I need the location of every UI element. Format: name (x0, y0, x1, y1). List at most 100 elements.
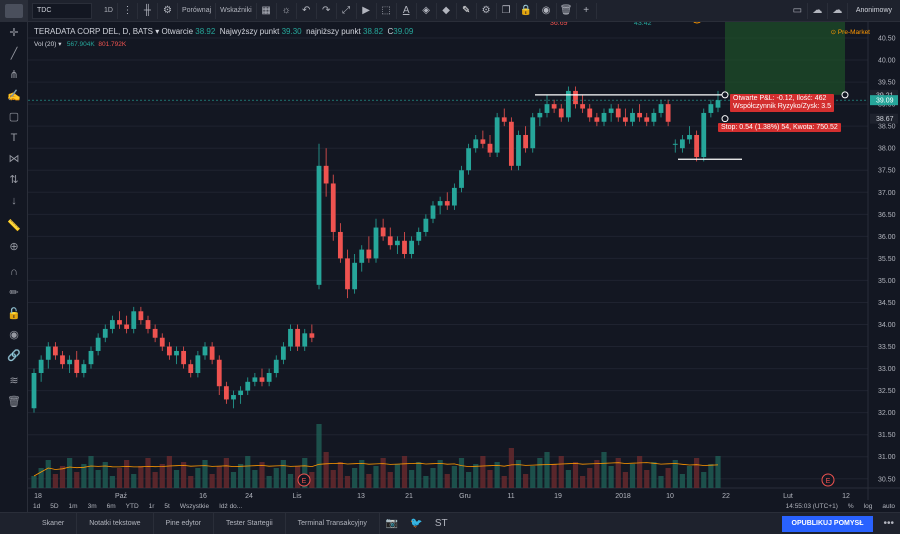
projection-icon[interactable]: ⇅ (9, 174, 19, 186)
range-1[interactable]: 5D (50, 502, 59, 510)
candle-body (380, 227, 386, 237)
volume-bar (337, 462, 343, 488)
bottom-tab-1[interactable]: Notatki tekstowe (77, 512, 154, 534)
symbol-title[interactable]: TERADATA CORP DEL, D, BATS (34, 27, 153, 36)
stay-drawing-icon[interactable]: ✏ (9, 287, 19, 299)
undo-icon[interactable]: ↶ (297, 2, 317, 19)
stocktwits-icon[interactable]: ST (434, 518, 448, 529)
eye-icon[interactable]: ◉ (537, 2, 557, 19)
symbol-input[interactable] (32, 2, 92, 19)
publish-idea-button[interactable]: OPUBLIKUJ POMYSŁ (781, 515, 874, 532)
text-color-icon[interactable]: A (397, 2, 417, 19)
bg-color-icon[interactable]: ◆ (437, 2, 457, 19)
layout-icon[interactable]: ▭ (788, 2, 808, 19)
layers-icon[interactable]: ≋ (9, 375, 19, 387)
user-name[interactable]: Anonimowy (855, 7, 892, 14)
bottom-tab-2[interactable]: Pine edytor (154, 512, 214, 534)
candle-body (181, 350, 187, 365)
premarket-badge[interactable]: ⊙ Pre-Market (831, 28, 870, 36)
rectangle-icon[interactable]: ▢ (8, 111, 20, 123)
volume-bar (501, 476, 507, 488)
range-8[interactable]: Wszystkie (179, 502, 210, 510)
earnings-label: E (302, 478, 307, 485)
lock-icon[interactable]: 🔒 (517, 2, 537, 19)
brush-icon[interactable]: ✍ (7, 90, 21, 102)
cloud-icon[interactable]: ☁ (808, 2, 828, 19)
pattern-icon[interactable]: ⋈ (8, 153, 20, 165)
stop-tag[interactable]: Stop: 0.54 (1.38%) 54, Kwota: 750.52 (718, 123, 841, 132)
lock-drawings-icon[interactable]: 🔓 (7, 308, 21, 320)
earnings-label: E (826, 478, 831, 485)
plus-icon[interactable]: + (577, 2, 597, 19)
candle-body (195, 355, 201, 373)
bottom-tab-4[interactable]: Terminal Transakcyjny (286, 512, 380, 534)
chart-canvas[interactable]: 40.5040.0039.5039.0038.5038.0037.5037.00… (28, 22, 900, 500)
volume-bar (387, 472, 393, 488)
x-tick-label: Gru (459, 493, 471, 500)
trash-icon[interactable]: 🗑 (557, 2, 577, 19)
candle-body (288, 328, 293, 347)
volume-bar (116, 468, 123, 488)
more-icon[interactable]: ••• (883, 518, 894, 529)
volume-bar (565, 470, 571, 488)
select-area-icon[interactable]: ⬚ (377, 2, 397, 19)
volume-bar (159, 464, 165, 488)
text-icon[interactable]: T (10, 131, 18, 144)
range-0[interactable]: 1d (33, 502, 41, 510)
magnet-icon[interactable]: ∩ (10, 265, 18, 278)
link-icon[interactable]: 🔗 (7, 350, 21, 362)
volume-bar (508, 448, 514, 488)
dropdown-icon[interactable]: ▾ (155, 27, 162, 36)
more-vert-icon[interactable]: ⋮ (118, 2, 138, 19)
range-5[interactable]: YTD (125, 502, 139, 510)
hide-drawings-icon[interactable]: ◉ (9, 329, 19, 341)
zoom-icon[interactable]: ⊕ (9, 241, 19, 253)
trend-line-icon[interactable]: ╱ (10, 48, 18, 60)
range-7[interactable]: 5t (164, 502, 170, 510)
twitter-icon[interactable]: 🐦 (410, 518, 423, 529)
cloud-save-icon[interactable]: ☁ (828, 2, 848, 19)
interval-select[interactable]: 1D (100, 2, 118, 19)
settings-small-icon[interactable]: ⚙ (477, 2, 497, 19)
ruler-icon[interactable]: 📏 (7, 220, 21, 232)
range-2[interactable]: 1m (68, 502, 78, 510)
crosshair-icon[interactable]: ✛ (9, 27, 19, 39)
redo-icon[interactable]: ↷ (317, 2, 337, 19)
chart-pane[interactable]: 40.5040.0039.5039.0038.5038.0037.5037.00… (28, 22, 900, 500)
indicators-button[interactable]: Wskaźniki (216, 2, 257, 19)
volume-bar (515, 460, 522, 488)
pitchfork-icon[interactable]: ⋔ (9, 69, 19, 81)
arrow-down-icon[interactable]: ↓ (11, 194, 17, 207)
pencil-icon[interactable]: ✎ (457, 2, 477, 19)
candle-body (715, 100, 721, 108)
pnl-tag[interactable]: Otwarte P&L: -0.12, Ilość: 462 Współczyn… (730, 94, 835, 112)
volume-bar (394, 464, 400, 488)
clone-icon[interactable]: ❐ (497, 2, 517, 19)
replay-icon[interactable]: ▶ (357, 2, 377, 19)
range-6[interactable]: 1r (148, 502, 155, 510)
percent-toggle[interactable]: % (847, 502, 854, 510)
fullscreen-icon[interactable]: ⤢ (337, 2, 357, 19)
volume-bar (109, 476, 115, 488)
volume-bar (544, 452, 550, 488)
auto-toggle[interactable]: auto (882, 502, 895, 510)
bottom-tab-3[interactable]: Tester Startegii (214, 512, 286, 534)
fill-icon[interactable]: ◈ (417, 2, 437, 19)
range-3[interactable]: 3m (87, 502, 97, 510)
range-9[interactable]: Idź do... (219, 502, 243, 510)
remove-drawings-icon[interactable]: 🗑 (7, 396, 21, 408)
x-tick-label: 21 (405, 493, 413, 500)
candles-icon[interactable]: ╫ (138, 2, 158, 19)
volume-bar (458, 458, 465, 488)
camera-icon[interactable]: 📷 (385, 518, 399, 529)
compare-button[interactable]: Porównaj (178, 2, 217, 19)
gear-icon[interactable]: ⚙ (158, 2, 178, 19)
range-4[interactable]: 6m (106, 502, 116, 510)
alert-icon[interactable]: ☼ (277, 2, 297, 19)
log-toggle[interactable]: log (863, 502, 873, 510)
volume-bar (601, 452, 607, 488)
templates-icon[interactable]: ▦ (257, 2, 277, 19)
volume-label[interactable]: Vol (20) (34, 41, 57, 48)
bottom-tab-0[interactable]: Skaner (30, 512, 78, 534)
